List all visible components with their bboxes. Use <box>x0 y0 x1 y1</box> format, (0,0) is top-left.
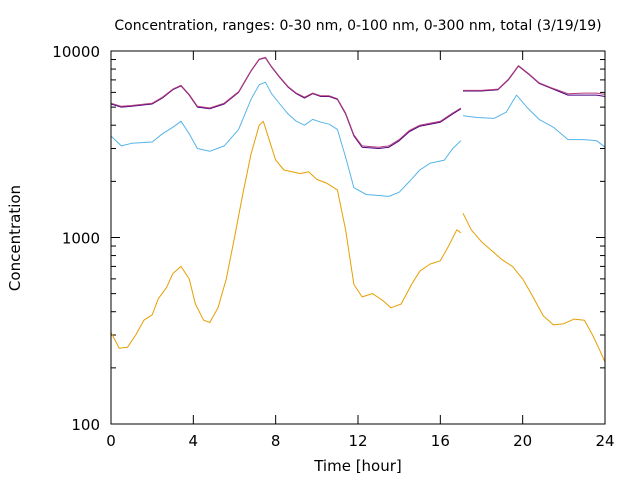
y-tick-label: 100 <box>71 416 100 434</box>
axis-tick-labels: 0 4 8 12 16 20 24 100 1000 10000 <box>52 43 614 450</box>
chart-title: Concentration, ranges: 0-30 nm, 0-100 nm… <box>114 18 601 34</box>
series-2-line <box>462 94 606 148</box>
y-tick-label: 10000 <box>52 43 100 61</box>
x-axis-label: Time [hour] <box>313 457 402 475</box>
x-tick-label: 16 <box>431 432 450 450</box>
series-4-line <box>110 56 462 148</box>
y-tick-label: 1000 <box>62 230 100 248</box>
series-1-line <box>462 212 606 363</box>
x-tick-label: 8 <box>271 432 281 450</box>
series-3-line <box>463 65 606 97</box>
plot-frame <box>110 50 606 425</box>
series-1-line <box>110 120 462 349</box>
x-tick-label: 20 <box>513 432 532 450</box>
axis-ticks <box>110 50 606 425</box>
series-4-line <box>463 65 606 95</box>
x-tick-label: 24 <box>595 432 614 450</box>
y-axis-label: Concentration <box>6 185 24 291</box>
series-3-line <box>110 57 462 149</box>
x-tick-label: 12 <box>348 432 367 450</box>
series-group <box>110 56 606 363</box>
x-tick-label: 4 <box>189 432 199 450</box>
x-tick-label: 0 <box>106 432 116 450</box>
series-2-line <box>110 81 462 197</box>
